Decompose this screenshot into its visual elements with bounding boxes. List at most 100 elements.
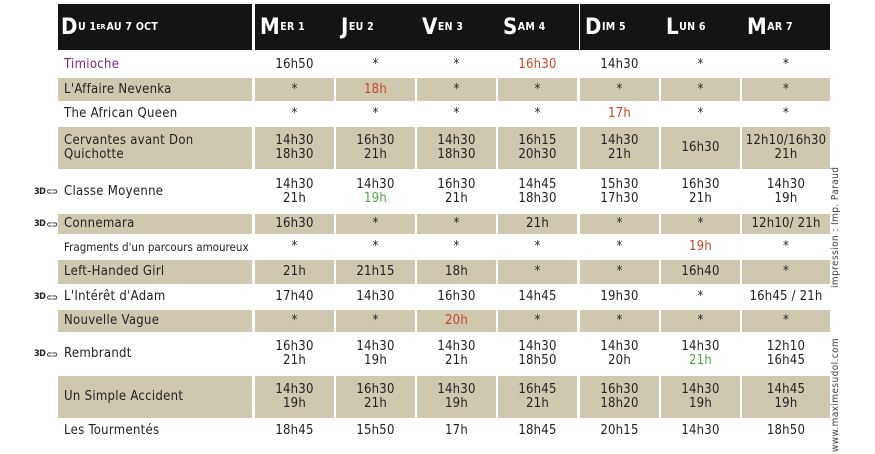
showtime-cell: 14h30 20h xyxy=(580,334,659,374)
showtime: 18h45 xyxy=(518,423,557,438)
showtime: 16h30 xyxy=(275,339,314,354)
showtime-cell: * xyxy=(742,53,830,76)
showtime-cell: * xyxy=(255,310,334,332)
period-tail: AU 7 OCT xyxy=(106,21,159,33)
showtime-cell: 18h45 xyxy=(498,420,577,442)
showtime: * xyxy=(782,81,790,97)
showtime: * xyxy=(372,239,379,254)
showtime: 21h xyxy=(364,147,387,162)
showtime: 18h20 xyxy=(600,396,639,411)
day-rest: IM 5 xyxy=(601,21,626,33)
showtime: * xyxy=(697,81,704,97)
showtime-cell: 14h45 xyxy=(498,286,577,308)
showtime: 21h xyxy=(283,190,306,206)
film-title: Left-Handed Girl xyxy=(58,260,252,284)
film-title: Rembrandt xyxy=(58,334,252,374)
showtime: * xyxy=(453,81,460,97)
showtime-cell: 14h30 21h xyxy=(255,171,334,212)
showtime: 16h30 xyxy=(356,382,395,397)
showtime: * xyxy=(697,56,704,72)
showtime: * xyxy=(534,239,541,254)
showtime-cell: * xyxy=(742,310,830,332)
showtime-cell: 14h45 19h xyxy=(742,376,830,418)
showtime: * xyxy=(697,313,704,328)
film-row: Fragments d'un parcours amoureux * * * * * 19h… xyxy=(0,236,830,258)
showtime: 14h30 xyxy=(681,339,720,354)
showtime-cell: 14h30 19h xyxy=(742,171,830,212)
showtime: 16h45 xyxy=(518,382,557,397)
showtime: * xyxy=(782,56,790,72)
showtime: 21h xyxy=(526,396,549,411)
showtime-cell: * xyxy=(255,236,334,258)
showtime-cell: 14h30 21h xyxy=(580,127,659,169)
showtime: 17h xyxy=(445,423,468,438)
film-row: Timioche 16h50 * * 16h30 14h30 * * xyxy=(0,53,830,76)
showtime: 14h30 xyxy=(356,339,395,354)
showtime: * xyxy=(291,239,298,254)
showtime: 18h xyxy=(445,264,468,279)
film-title: Les Tourmentés xyxy=(58,420,252,442)
showtime-cell: 16h30 21h xyxy=(255,334,334,374)
showtime-cell: 17h xyxy=(417,420,496,442)
showtime-cell: 16h30 xyxy=(661,127,740,169)
showtime-cell: * xyxy=(580,310,659,332)
showtime-cell: * xyxy=(580,214,659,234)
showtime-cell: 14h30 18h50 xyxy=(498,334,577,374)
showtime-cell: * xyxy=(661,214,740,234)
day-rest: EN 3 xyxy=(437,21,464,33)
period-rest: U 1 xyxy=(77,21,97,33)
showtime-cell: * xyxy=(742,236,830,258)
showtime: 15h50 xyxy=(356,423,395,438)
showtime-cell: 15h30 17h30 xyxy=(580,171,659,212)
showtime: 21h xyxy=(689,353,712,368)
showtime-cell: * xyxy=(255,102,334,125)
showtime-cell: 16h40 xyxy=(661,260,740,284)
showtime-cell: * xyxy=(417,53,496,76)
showtime-cell: * xyxy=(417,102,496,125)
showtime: 17h40 xyxy=(275,289,314,304)
showtime-cell: 16h45 21h xyxy=(498,376,577,418)
showtime: 14h30 xyxy=(681,382,720,397)
film-row: The African Queen * * * * 17h * * xyxy=(0,102,830,125)
showtime-cell: 16h30 xyxy=(255,214,334,234)
showtime-cell: 18h xyxy=(417,260,496,284)
showtime: * xyxy=(453,239,460,254)
showtime: 19h xyxy=(283,396,306,411)
showtime: 16h30 xyxy=(275,216,314,231)
film-title: The African Queen xyxy=(58,102,252,125)
showtime: * xyxy=(372,313,379,328)
showtime: 21h xyxy=(526,216,549,231)
showtime: 16h45 / 21h xyxy=(749,289,823,304)
showtime-cell: 15h50 xyxy=(336,420,415,442)
showtime: * xyxy=(697,289,704,304)
showtime-cell: 19h30 xyxy=(580,286,659,308)
showtime: 12h10/16h30 xyxy=(745,133,827,148)
film-row: Nouvelle Vague * * 20h * * * * xyxy=(0,310,830,332)
film-row: Left-Handed Girl 21h 21h15 18h * * 16h40 * xyxy=(0,260,830,284)
film-row: Un Simple Accident 14h30 19h 16h30 21h 14h30 1… xyxy=(0,376,830,418)
showtime: * xyxy=(534,313,541,328)
showtime-cell: 14h30 19h xyxy=(661,376,740,418)
showtime: * xyxy=(782,264,790,279)
film-row: L'Affaire Nevenka * 18h * * * * * xyxy=(0,78,830,101)
showtime: 14h45 xyxy=(518,289,557,304)
showtime: 14h30 xyxy=(600,133,639,148)
showtime: 14h45 xyxy=(766,382,806,397)
showtime: 20h xyxy=(608,353,631,368)
showtime: * xyxy=(453,216,460,231)
showtime-cell: 16h50 xyxy=(255,53,334,76)
showtime: 18h45 xyxy=(275,423,314,438)
showtime-cell: * xyxy=(417,236,496,258)
day-header-5: D IM 5 xyxy=(580,4,661,50)
showtime: 21h xyxy=(364,396,387,411)
showtime-cell: * xyxy=(336,53,415,76)
showtime: * xyxy=(453,56,460,72)
showtime: * xyxy=(616,239,623,254)
day-header-3: V EN 3 xyxy=(417,4,498,50)
film-title: Nouvelle Vague xyxy=(58,310,252,332)
showtime: 21h15 xyxy=(356,264,395,279)
showtime: 21h xyxy=(689,190,712,206)
showtime: * xyxy=(534,264,541,279)
showtime-cell: 14h30 18h30 xyxy=(255,127,334,169)
showtime: 21h xyxy=(774,147,798,162)
